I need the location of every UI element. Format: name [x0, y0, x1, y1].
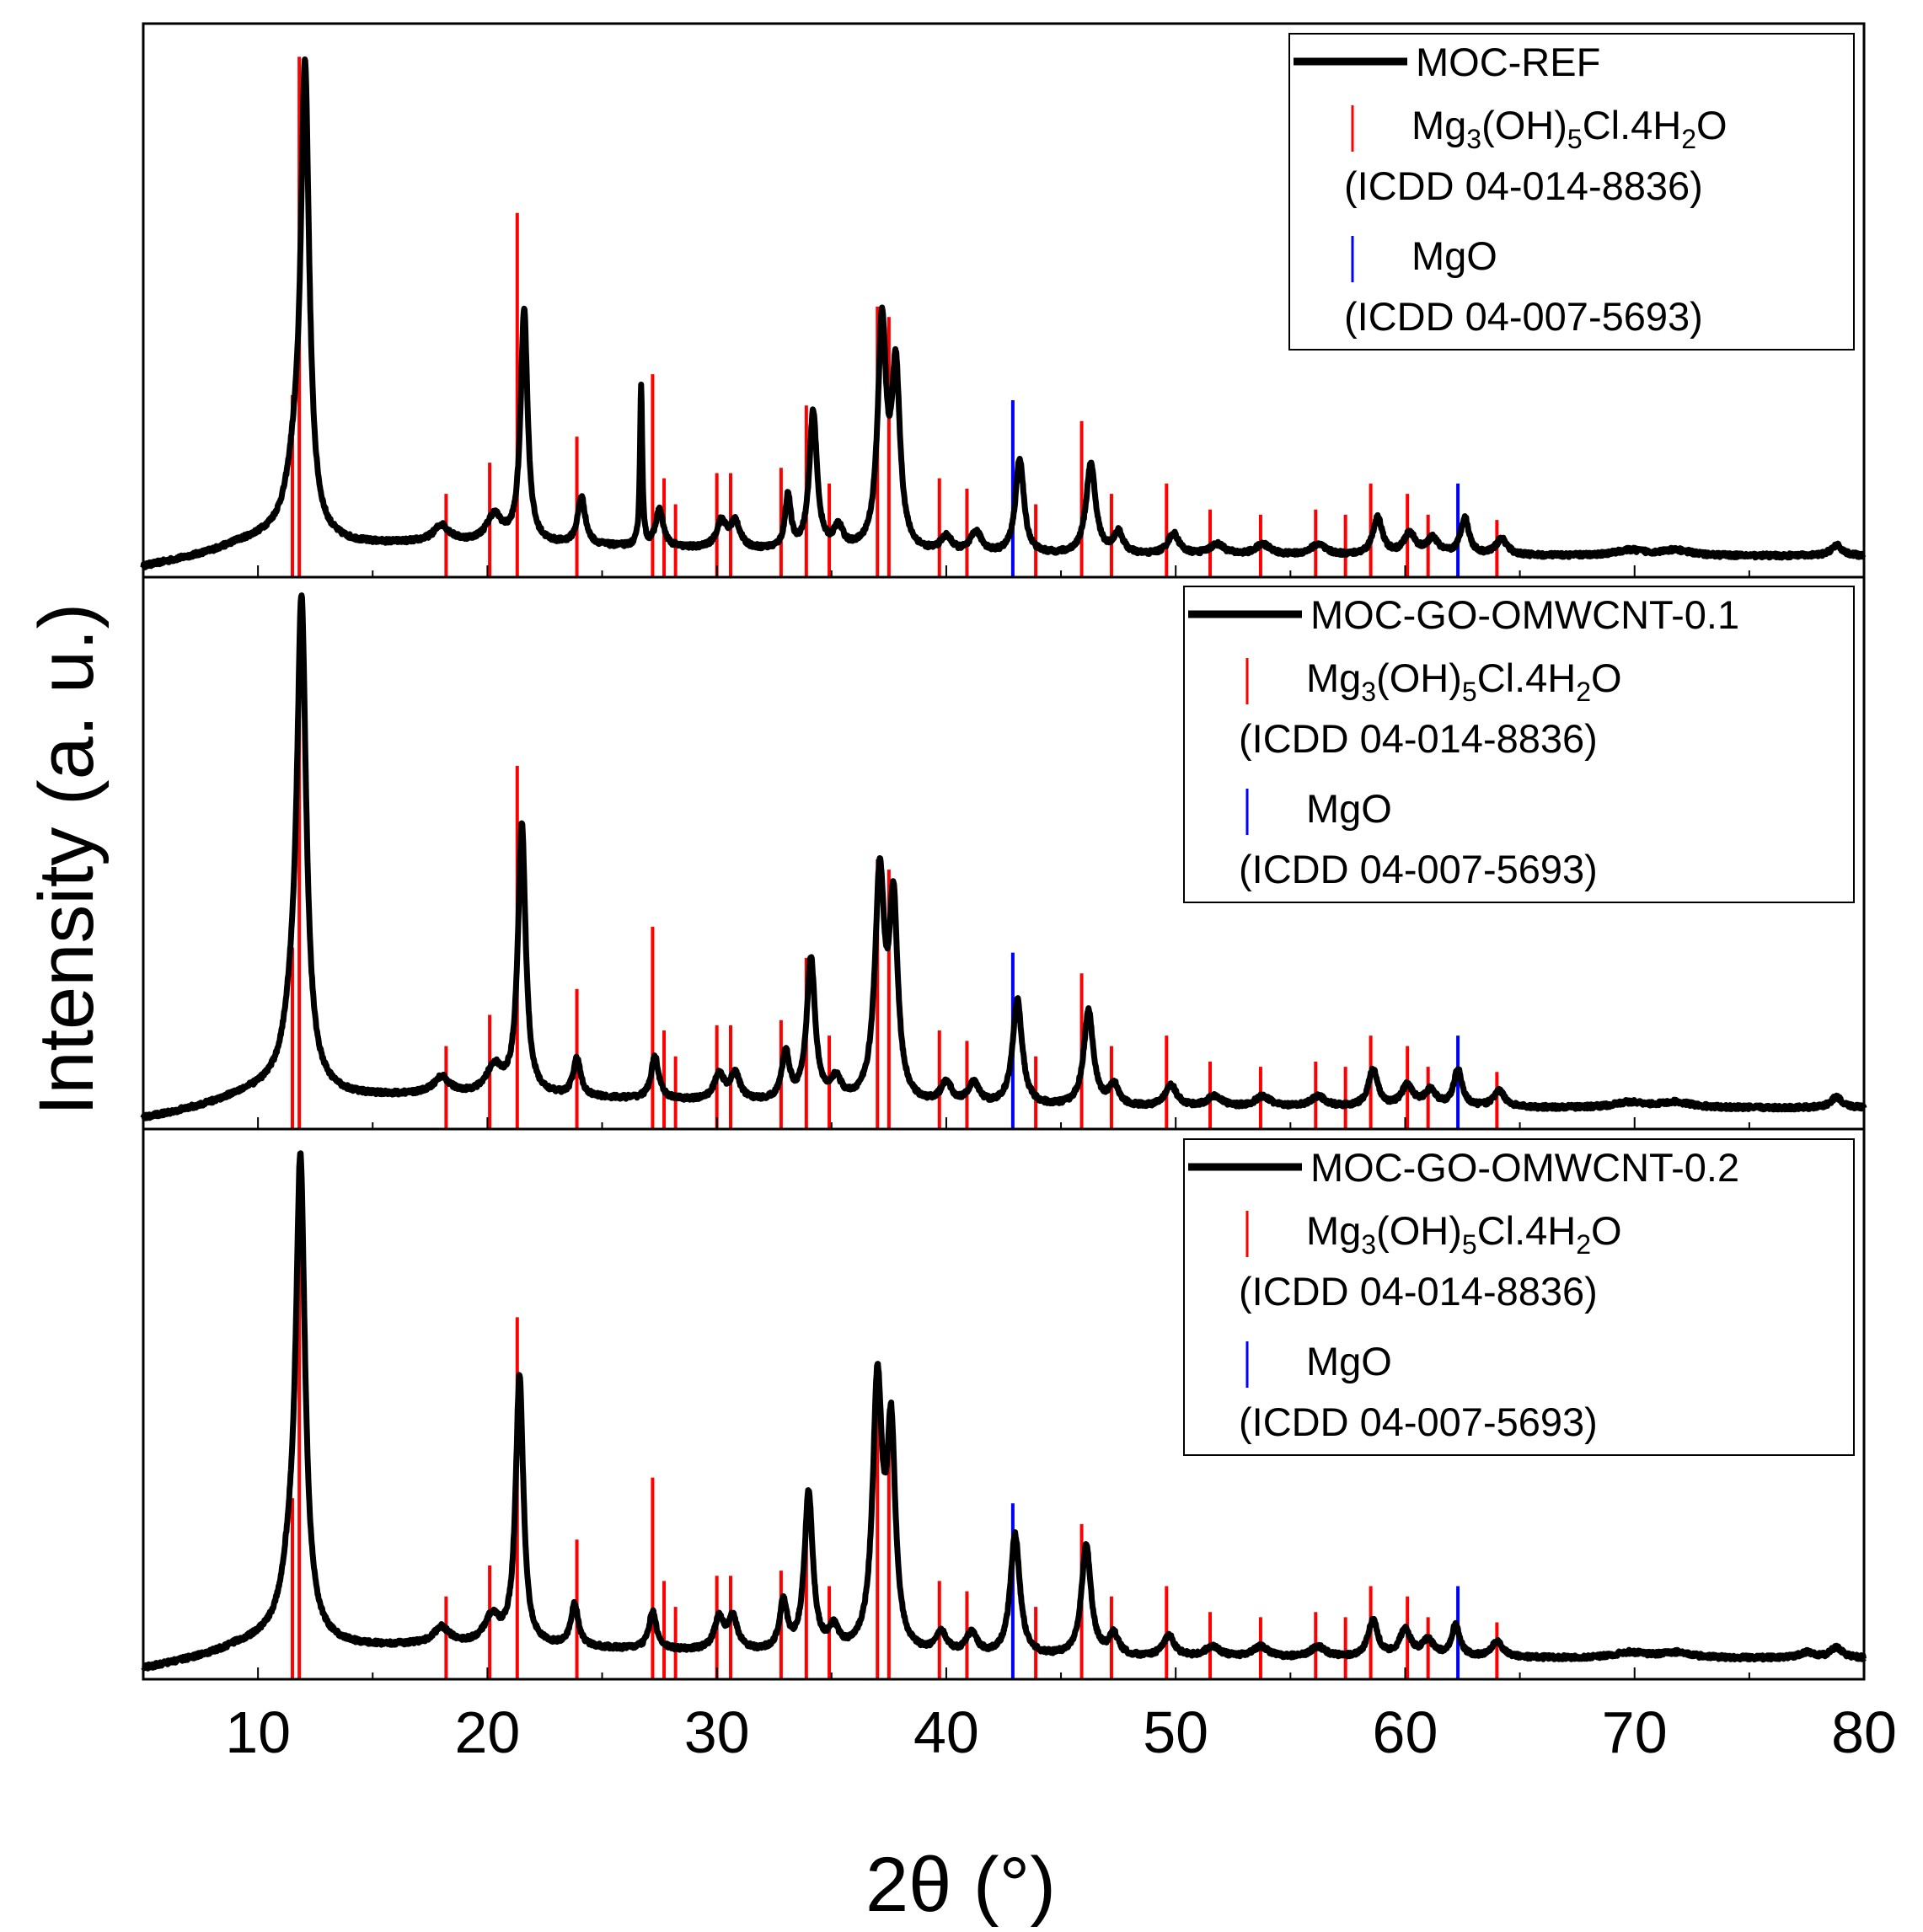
- x-tick-label: 60: [1373, 1699, 1438, 1765]
- legend-phase-name: Mg3(OH)5Cl.4H2O: [1306, 1208, 1622, 1260]
- legend-icdd-card: (ICDD 04-007-5693): [1239, 847, 1598, 891]
- legend-phase-name: MgO: [1411, 233, 1497, 278]
- x-tick-label: 50: [1143, 1699, 1208, 1765]
- legend-series-name: MOC-GO-OMWCNT-0.2: [1310, 1145, 1739, 1190]
- y-axis-title: Intensity (a. u.): [24, 603, 110, 1116]
- legend-icdd-card: (ICDD 04-014-8836): [1344, 163, 1703, 208]
- legend-icdd-card: (ICDD 04-007-5693): [1239, 1399, 1598, 1444]
- legend-phase-name: Mg3(OH)5Cl.4H2O: [1411, 103, 1727, 154]
- x-axis-title: 2θ (°): [865, 1842, 1056, 1928]
- legend-series-name: MOC-REF: [1416, 40, 1600, 84]
- legend-box: [1183, 586, 1855, 903]
- legend-box: [1183, 1138, 1855, 1456]
- legend-icdd-card: (ICDD 04-014-8836): [1239, 716, 1598, 761]
- x-tick-label: 40: [913, 1699, 979, 1765]
- legend-series-name: MOC-GO-OMWCNT-0.1: [1310, 592, 1739, 637]
- xrd-pattern-line: [141, 1150, 1867, 1672]
- legend-phase-name: Mg3(OH)5Cl.4H2O: [1306, 656, 1622, 707]
- legend: MOC-GO-OMWCNT-0.2 Mg3(OH)5Cl.4H2O (ICDD 04…: [1183, 1138, 1855, 1456]
- x-tick-label: 10: [225, 1699, 291, 1765]
- x-tick-label: 70: [1602, 1699, 1668, 1765]
- xrd-pattern-line: [140, 592, 1867, 1121]
- legend-box: [1288, 33, 1855, 351]
- legend-phase-name: MgO: [1306, 1339, 1392, 1383]
- legend-phase-name: MgO: [1306, 786, 1392, 831]
- plot-frame: [142, 22, 1866, 1681]
- xrd-pattern-line: [140, 56, 1867, 570]
- legend-icdd-card: (ICDD 04-007-5693): [1344, 294, 1703, 339]
- plot-area: MOC-REF Mg3(OH)5Cl.4H2O (ICDD 04-014-8836)…: [140, 22, 1897, 1765]
- legend: MOC-GO-OMWCNT-0.1 Mg3(OH)5Cl.4H2O (ICDD 04…: [1183, 586, 1855, 903]
- x-tick-label: 80: [1831, 1699, 1897, 1765]
- x-tick-label: 20: [454, 1699, 520, 1765]
- legend: MOC-REF Mg3(OH)5Cl.4H2O (ICDD 04-014-8836)…: [1288, 33, 1855, 351]
- legend-icdd-card: (ICDD 04-014-8836): [1239, 1269, 1598, 1314]
- x-tick-label: 30: [684, 1699, 750, 1765]
